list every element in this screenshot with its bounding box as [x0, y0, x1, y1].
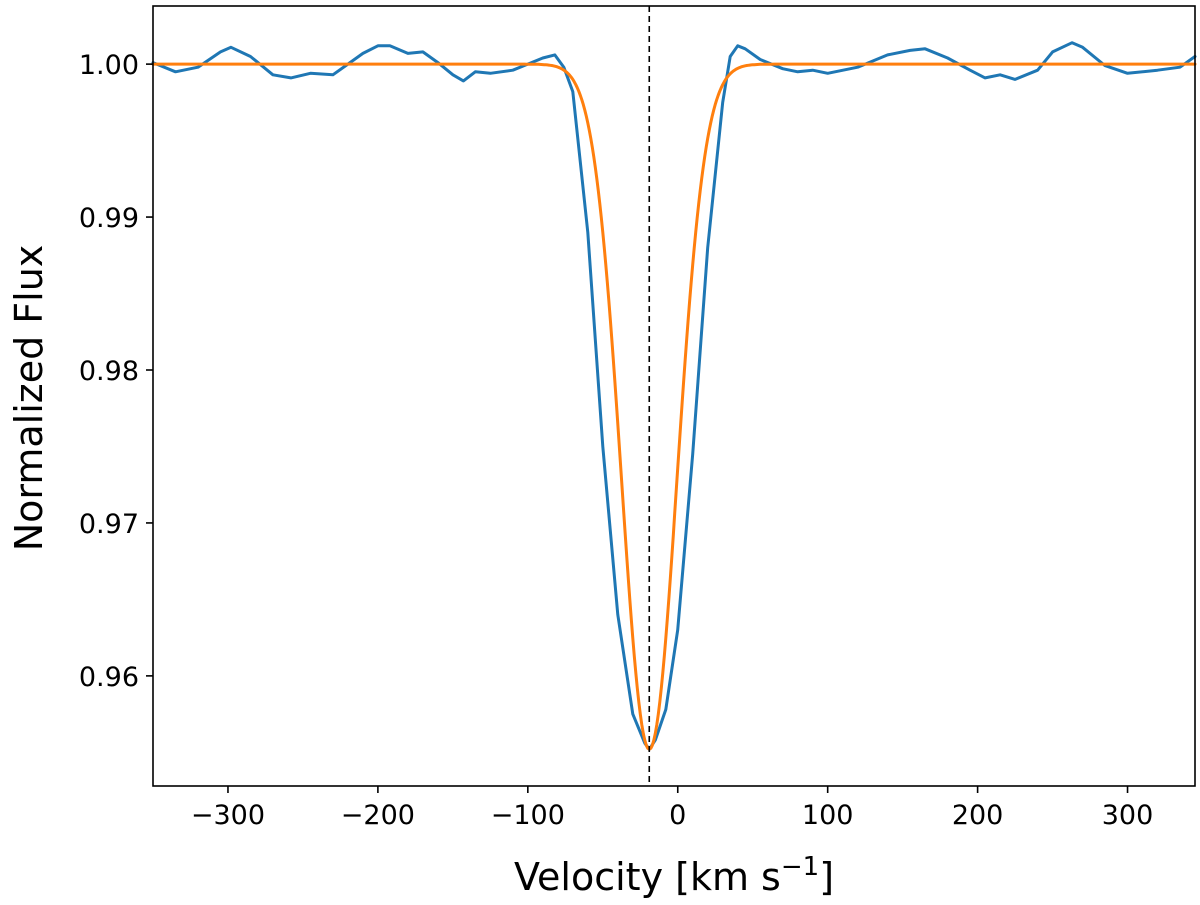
x-tick-label: 300 — [1102, 800, 1154, 831]
x-tick-label: 100 — [802, 800, 854, 831]
y-tick-label: 0.99 — [79, 203, 139, 234]
y-axis-ticks: 0.96 0.97 0.98 0.99 1.00 — [79, 50, 153, 693]
x-axis-label-main: Velocity [km s — [514, 855, 781, 899]
series-line-fit — [151, 62, 1197, 751]
x-axis-ticks: −300 −200 −100 0 100 200 300 — [191, 786, 1153, 831]
x-tick-label: −200 — [341, 800, 415, 831]
x-tick-label: 0 — [669, 800, 686, 831]
plot-frame — [152, 5, 1196, 787]
x-axis-label-end: ] — [819, 855, 834, 899]
y-tick-label: 0.98 — [79, 356, 139, 387]
plot-area — [153, 6, 1195, 786]
y-tick-label: 1.00 — [79, 50, 139, 81]
y-tick-label: 0.96 — [79, 662, 139, 693]
x-axis-label-superscript: −1 — [781, 852, 819, 882]
x-axis-label: Velocity [km s−1] — [514, 852, 834, 899]
x-tick-label: 200 — [952, 800, 1004, 831]
x-tick-label: −100 — [491, 800, 565, 831]
y-axis-label: Normalized Flux — [7, 245, 51, 552]
x-tick-label: −300 — [191, 800, 265, 831]
y-tick-label: 0.97 — [79, 509, 139, 540]
